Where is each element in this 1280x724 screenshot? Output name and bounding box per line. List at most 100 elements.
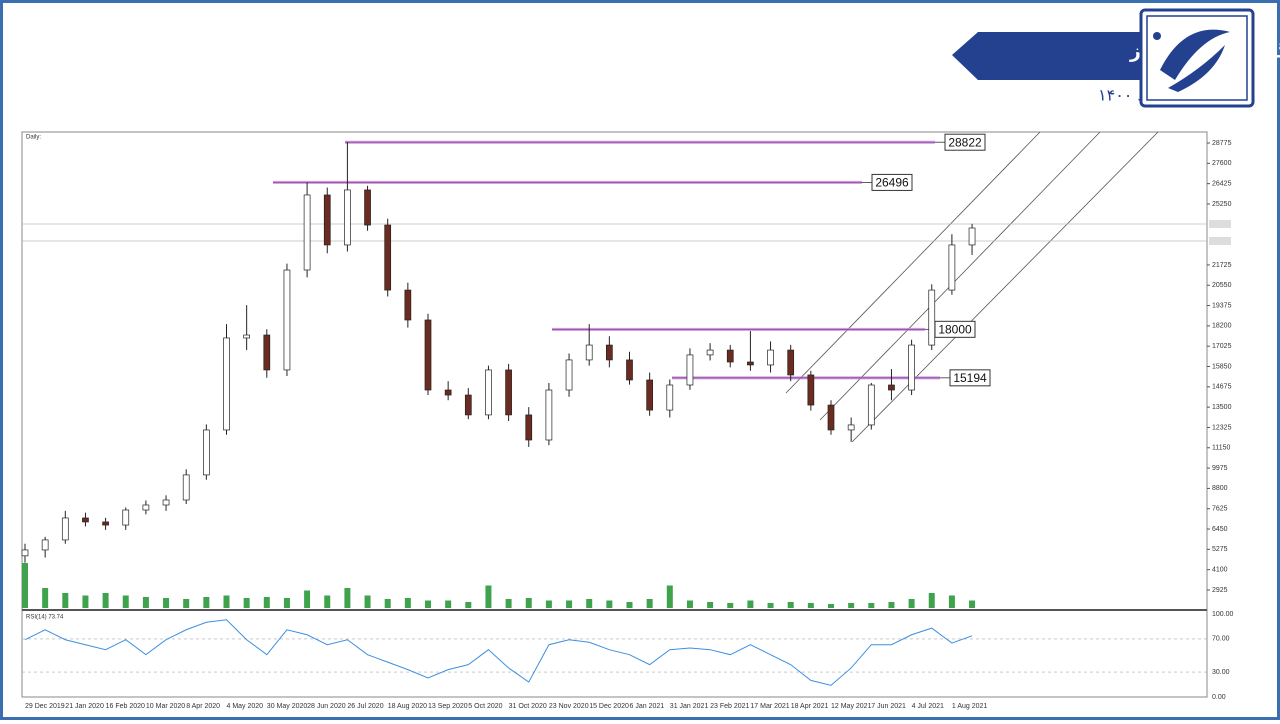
y-tick-label: 6450 (1212, 526, 1228, 533)
volume-bar (485, 585, 492, 608)
x-tick-label: 21 Jan 2020 (65, 703, 104, 710)
x-tick-label: 18 Apr 2021 (791, 703, 829, 710)
x-tick-label: 23 Feb 2021 (710, 703, 749, 710)
channel (785, 131, 1159, 443)
candle-body (223, 337, 230, 431)
y-tick-label: 28775 (1212, 140, 1232, 147)
x-tick-label: 1 Aug 2021 (952, 703, 988, 710)
candle-body (142, 504, 150, 511)
y-tick-label: 17025 (1212, 343, 1232, 350)
y-tick-label: 25250 (1212, 201, 1232, 208)
candle-body (767, 349, 774, 366)
x-tick-label: 4 Jul 2021 (912, 703, 944, 710)
volume-bar (324, 595, 331, 608)
volume-bar (304, 590, 311, 608)
price-marker (1209, 236, 1231, 245)
candle-body (263, 334, 271, 371)
x-tick-label: 12 May 2021 (831, 703, 872, 710)
logo-inner (1146, 15, 1248, 101)
volume-bar (666, 585, 673, 608)
volume-bar (102, 593, 109, 608)
channel-line (851, 131, 1159, 443)
level-box (944, 133, 986, 151)
y-tick-label: 19375 (1212, 302, 1232, 309)
logo-mark (1160, 29, 1230, 80)
volume-bar (505, 599, 512, 608)
x-tick-label: 7 Jun 2021 (871, 703, 906, 710)
candle-body (968, 227, 976, 246)
candle-body (726, 349, 734, 363)
volume-bar (727, 603, 734, 608)
candle-body (827, 404, 835, 431)
y-tick-label: 4100 (1212, 567, 1228, 574)
candle-body (747, 361, 754, 366)
rsi-line (24, 619, 973, 686)
level-label: 18000 (938, 322, 972, 336)
volume-bar (969, 600, 976, 608)
volume-bar (868, 603, 875, 608)
rsi-tick-label: 0.00 (1212, 694, 1226, 701)
volume-bar (686, 600, 693, 608)
volume-bar (263, 597, 270, 608)
rsi-label: RSI(14) 73.74 (26, 615, 64, 621)
candle-body (283, 269, 291, 371)
volume-bar (445, 600, 452, 608)
candle-body (82, 517, 89, 523)
candle-body (605, 344, 613, 361)
y-tick-label: 12325 (1212, 424, 1232, 431)
x-tick-label: 31 Oct 2020 (509, 703, 547, 710)
volume-bar (586, 599, 593, 608)
volume-bar (747, 600, 754, 608)
candle-body (182, 474, 190, 501)
y-tick-label: 14675 (1212, 384, 1232, 391)
volume-bar (425, 600, 431, 608)
channel-line (785, 131, 1041, 394)
y-tick-label: 15850 (1212, 363, 1232, 370)
candle-body (888, 384, 895, 391)
candle-body (626, 359, 633, 381)
candle-body (404, 289, 412, 321)
candle-body (21, 549, 29, 557)
x-tick-label: 16 Feb 2020 (106, 703, 145, 710)
x-tick-label: 10 Mar 2020 (146, 703, 185, 710)
level-label: 28822 (948, 135, 982, 149)
volume-bar (203, 597, 210, 608)
rsi-tick-label: 30.00 (1212, 669, 1230, 676)
candle-body (666, 384, 674, 411)
volume-bar (828, 604, 834, 608)
candle-body (545, 389, 553, 441)
volume-bar (183, 599, 190, 608)
y-tick-label: 8800 (1212, 485, 1228, 492)
y-tick-label: 5275 (1212, 546, 1228, 553)
volume-bar (646, 599, 653, 608)
x-tick-label: 6 Jan 2021 (630, 703, 665, 710)
x-tick-label: 15 Dec 2020 (589, 703, 629, 710)
y-tick-label: 11150 (1212, 445, 1231, 452)
candle-body (585, 344, 593, 361)
x-tick-label: 13 Sep 2020 (428, 703, 468, 710)
level-box (871, 173, 913, 191)
x-tick-label: 8 Apr 2020 (186, 703, 220, 710)
candle-body (364, 189, 371, 226)
volume-bar (82, 595, 89, 608)
volume-bar (807, 603, 814, 608)
logo-dot (1153, 32, 1161, 40)
x-tick-label: 18 Aug 2020 (388, 703, 427, 710)
volume-bar (142, 597, 149, 608)
volume-bar (163, 598, 170, 608)
rsi-tick-label: 100.00 (1212, 611, 1234, 618)
volume-bar (122, 595, 129, 608)
candle-body (303, 194, 311, 271)
y-tick-label: 26425 (1212, 180, 1232, 187)
candle-body (787, 349, 795, 376)
volume-bar (787, 602, 794, 608)
volume-bar (626, 602, 633, 608)
volume-bar (42, 588, 49, 608)
candle-body (203, 429, 210, 476)
volume-bar (465, 602, 472, 608)
volume-bar (62, 593, 69, 608)
x-tick-label: 31 Jan 2021 (670, 703, 709, 710)
x-tick-label: 5 Oct 2020 (468, 703, 502, 710)
candle-body (61, 517, 69, 541)
